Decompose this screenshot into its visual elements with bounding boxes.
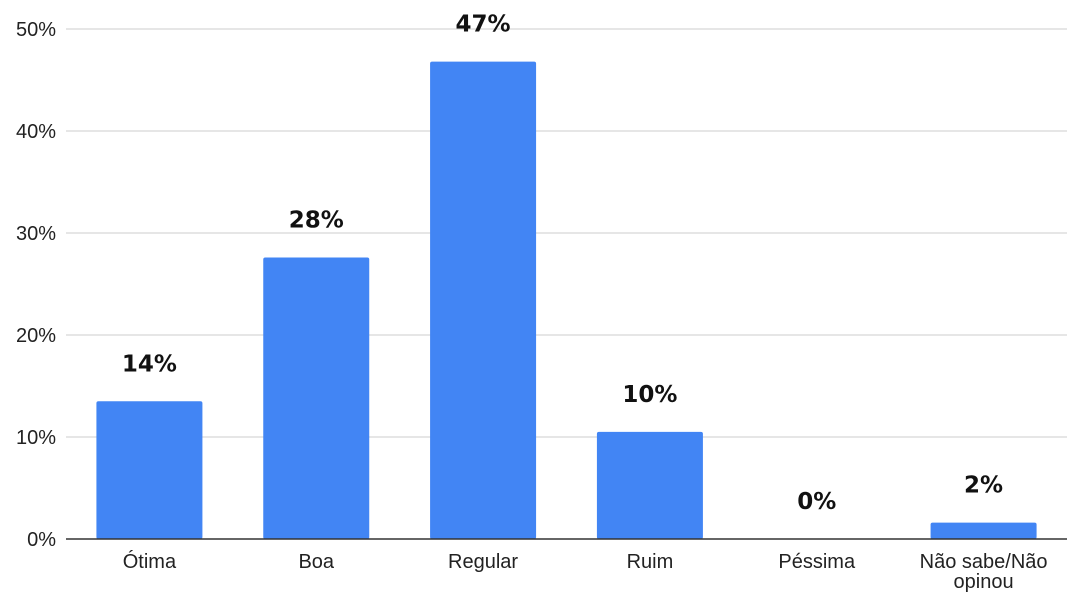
- bar: [596, 431, 703, 539]
- bar: [430, 61, 537, 539]
- gridlines: [66, 28, 1067, 438]
- data-label: 14%: [122, 351, 177, 377]
- x-tick-label-line: Ótima: [123, 550, 177, 573]
- bar: [263, 257, 370, 539]
- y-axis-ticks: 0% 10% 20% 30% 40% 50%: [16, 19, 56, 551]
- data-label: 47%: [456, 12, 511, 38]
- data-label: 2%: [964, 473, 1003, 499]
- data-labels: 14% 28% 47% 10% 0% 2%: [122, 12, 1003, 515]
- y-tick-label: 20%: [16, 325, 56, 347]
- y-tick-label: 30%: [16, 223, 56, 245]
- x-tick-label-line: Péssima: [778, 551, 856, 573]
- x-tick-label-line: Regular: [448, 551, 518, 573]
- data-label: 0%: [797, 489, 836, 515]
- x-tick-label-line: Ruim: [627, 551, 674, 573]
- x-tick-label: Péssima: [778, 551, 856, 573]
- x-axis-labels: Ótima Boa Regular Ruim Péssima Não sabe/Nãoop…: [123, 550, 1048, 593]
- bars: [96, 61, 1037, 539]
- x-tick-label-line: Boa: [298, 551, 334, 573]
- y-tick-label: 40%: [16, 121, 56, 143]
- y-tick-label: 50%: [16, 19, 56, 41]
- bar: [96, 401, 203, 539]
- x-tick-label: Ótima: [123, 550, 177, 573]
- x-tick-label: Regular: [448, 551, 518, 573]
- data-label: 10%: [622, 382, 677, 408]
- y-tick-label: 10%: [16, 427, 56, 449]
- bar: [930, 522, 1037, 539]
- data-label: 28%: [289, 207, 344, 233]
- y-tick-label: 0%: [27, 529, 56, 551]
- x-tick-label: Ruim: [627, 551, 674, 573]
- x-tick-label-line: Não sabe/Não: [920, 551, 1048, 573]
- x-tick-label: Boa: [298, 551, 334, 573]
- x-tick-label-line: opinou: [954, 571, 1014, 593]
